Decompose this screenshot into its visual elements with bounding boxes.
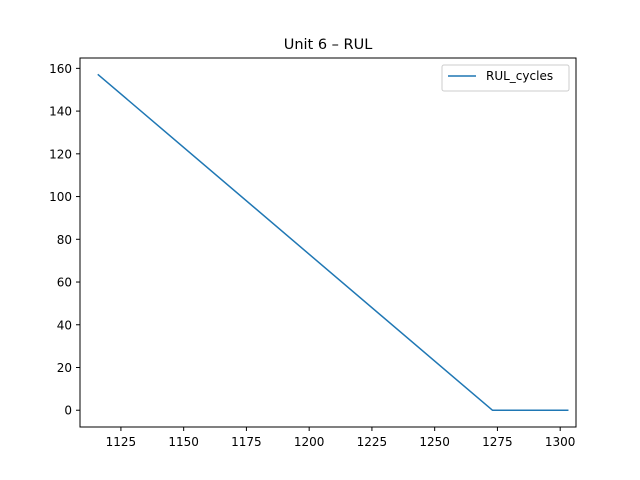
y-tick-label: 40: [57, 318, 72, 332]
x-tick-label: 1175: [231, 435, 262, 449]
y-tick-label: 80: [57, 233, 72, 247]
series-line-RUL_cycles: [97, 73, 569, 411]
y-tick-label: 140: [49, 105, 72, 119]
x-tick-label: 1150: [168, 435, 199, 449]
y-axis: 0 20 40 60 80 100 120 140 160: [49, 62, 80, 418]
y-tick-label: 120: [49, 147, 72, 161]
y-tick-label: 0: [64, 404, 72, 418]
legend-box: [441, 64, 570, 92]
series-layer: [97, 73, 569, 411]
x-tick-label: 1225: [357, 435, 388, 449]
y-tick-label: 160: [49, 62, 72, 76]
x-tick-label: 1250: [419, 435, 450, 449]
legend: RUL_cycles: [441, 64, 570, 92]
y-tick-label: 100: [49, 190, 72, 204]
y-tick-label: 60: [57, 276, 72, 290]
x-tick-label: 1275: [482, 435, 513, 449]
chart-title: Unit 6 – RUL: [284, 37, 373, 53]
plot-frame: [79, 57, 577, 428]
y-tick-label: 20: [57, 361, 72, 375]
x-tick-label: 1200: [294, 435, 325, 449]
x-tick-label: 1125: [106, 435, 137, 449]
x-tick-label: 1300: [545, 435, 576, 449]
legend-label: RUL_cycles: [486, 69, 553, 83]
plot-area: [80, 58, 576, 427]
x-axis: 1125 1150 1175 1200 1225 1250 1275 1300: [106, 427, 576, 449]
